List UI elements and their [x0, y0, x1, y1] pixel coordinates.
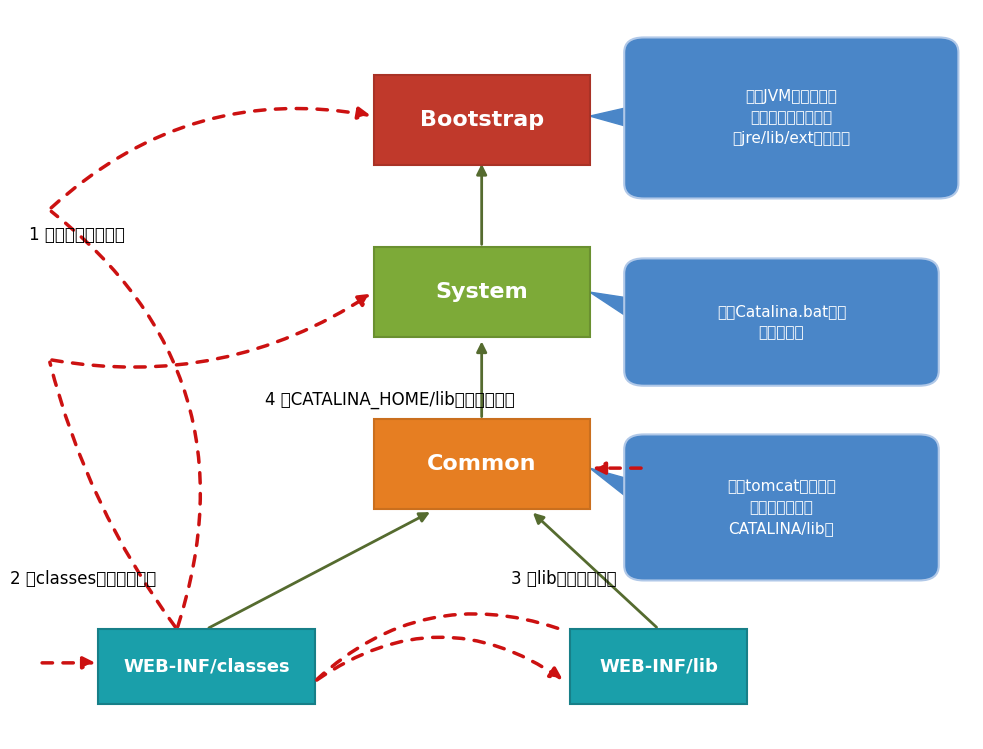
FancyBboxPatch shape [624, 434, 939, 580]
FancyBboxPatch shape [570, 629, 747, 704]
Text: 加载tomcat以及应用
通用的类，位于
CATALINA/lib下: 加载tomcat以及应用 通用的类，位于 CATALINA/lib下 [727, 479, 836, 536]
Text: 加载JVM运行基本的
类，以及标准扩展类
（jre/lib/ext中的类）: 加载JVM运行基本的 类，以及标准扩展类 （jre/lib/ext中的类） [732, 89, 850, 147]
FancyBboxPatch shape [374, 247, 590, 337]
Text: 4 在CATALINA_HOME/lib文件夹中加载: 4 在CATALINA_HOME/lib文件夹中加载 [265, 390, 515, 409]
Text: 加载Catalina.bat中指
定位置的类: 加载Catalina.bat中指 定位置的类 [717, 304, 846, 340]
FancyBboxPatch shape [374, 75, 590, 165]
Text: WEB-INF/lib: WEB-INF/lib [600, 658, 718, 676]
Text: System: System [435, 282, 528, 302]
Polygon shape [590, 292, 664, 341]
Text: WEB-INF/classes: WEB-INF/classes [123, 658, 290, 676]
FancyBboxPatch shape [624, 37, 958, 198]
FancyBboxPatch shape [624, 258, 939, 386]
Text: 2 在classes文件夹中加载: 2 在classes文件夹中加载 [10, 570, 156, 588]
Polygon shape [590, 468, 664, 526]
FancyBboxPatch shape [374, 419, 590, 509]
Text: Bootstrap: Bootstrap [420, 110, 544, 130]
Text: 3 在lib文件夹中加载: 3 在lib文件夹中加载 [511, 570, 616, 588]
FancyBboxPatch shape [98, 629, 315, 704]
Text: 1 在系统目录中加载: 1 在系统目录中加载 [29, 225, 126, 243]
Text: Common: Common [427, 455, 537, 474]
Polygon shape [590, 99, 664, 136]
